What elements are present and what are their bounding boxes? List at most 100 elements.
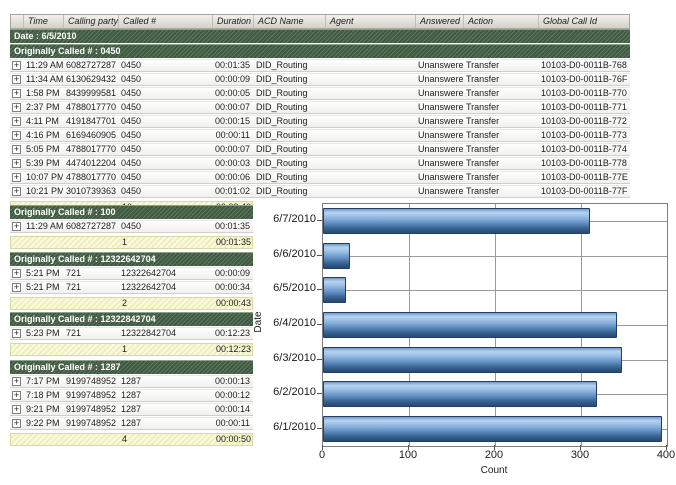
time-cell: 5:23 PM [23,328,63,339]
expand-cell: + [10,282,23,293]
answered-cell: Unanswered [415,102,463,113]
y-axis-tick [317,359,322,360]
acd-name-cell: DID_Routing [253,102,325,113]
global-call-id-cell: 10103-D0-0011B-76F [538,74,628,85]
expand-plus-icon[interactable]: + [12,159,21,168]
category-gridline [323,360,667,361]
action-cell: Transfer [463,186,538,197]
acd-name-cell: DID_Routing [253,60,325,71]
col-header-time: Time [24,15,64,28]
call-group-section: Originally Called # : 1287 +7:17 PM 919974… [10,360,253,446]
expand-plus-icon[interactable]: + [12,283,21,292]
x-axis-tick [322,445,323,450]
x-tick-label: 100 [388,449,428,461]
duration-cell: 00:00:03 [212,158,253,169]
summary-spacer [11,344,24,355]
expand-cell: + [10,418,23,429]
called-number-cell: 1287 [118,376,212,387]
time-cell: 7:17 PM [23,376,63,387]
table-row: +11:29 AM6082727287045000:01:35DID_Routi… [10,59,630,72]
x-tick-label: 0 [302,449,342,461]
summary-spacer [24,298,64,309]
call-detail-table: TimeCalling party #Called #DurationACD N… [10,14,630,214]
category-gridline [323,429,667,430]
expand-plus-icon[interactable]: + [12,131,21,140]
col-header-global-call-id: Global Call Id [539,15,629,28]
originally-called-band: Originally Called # : 0450 [10,44,630,58]
expand-plus-icon[interactable]: + [12,61,21,70]
calling-party-cell: 6169460905 [63,130,118,141]
called-number-cell: 0450 [118,144,212,155]
originally-called-band: Originally Called # : 12322642704 [10,252,253,266]
summary-total-duration: 00:12:23 [213,344,254,355]
expand-cell: + [10,88,23,99]
expand-plus-icon[interactable]: + [12,405,21,414]
expand-cell: + [10,172,23,183]
col-header-action: Action [464,15,539,28]
count-bar [323,243,350,269]
called-number-cell: 1287 [118,418,212,429]
calling-party-cell: 721 [63,268,118,279]
duration-cell: 00:01:35 [212,221,253,232]
group-summary-row: 100:12:23 [10,343,253,356]
called-number-cell: 0450 [118,74,212,85]
global-call-id-cell: 10103-D0-0011B-770 [538,88,628,99]
called-number-cell: 0450 [118,116,212,127]
col-header-acd-name: ACD Name [254,15,326,28]
global-call-id-cell: 10103-D0-0011B-77E [538,172,628,183]
expand-plus-icon[interactable]: + [12,103,21,112]
time-cell: 11:29 AM [23,60,63,71]
expand-cell: + [10,328,23,339]
count-bar [323,312,617,338]
answered-cell: Unanswered [415,88,463,99]
summary-call-count: 4 [119,434,213,445]
count-bar [323,277,346,303]
time-cell: 5:39 PM [23,158,63,169]
expand-plus-icon[interactable]: + [12,329,21,338]
expand-plus-icon[interactable]: + [12,75,21,84]
table-row: +5:39 PM4474012204045000:00:03DID_Routin… [10,157,630,170]
group-summary-row: 400:00:50 [10,433,253,446]
summary-call-count: 1 [119,344,213,355]
x-gridline [409,204,410,446]
calling-party-cell: 9199748952 [63,404,118,415]
calling-party-cell: 6082727287 [63,221,118,232]
answered-cell: Unanswered [415,158,463,169]
expand-plus-icon[interactable]: + [12,89,21,98]
expand-plus-icon[interactable]: + [12,117,21,126]
duration-cell: 00:01:02 [212,186,253,197]
expand-cell: + [10,268,23,279]
time-cell: 2:37 PM [23,102,63,113]
category-gridline [323,221,667,222]
expand-plus-icon[interactable]: + [12,222,21,231]
count-bar [323,347,622,373]
expand-plus-icon[interactable]: + [12,377,21,386]
count-bar [323,416,662,442]
table-row: +9:22 PM9199748952128700:00:11 [10,417,253,430]
action-cell: Transfer [463,88,538,99]
category-gridline [323,394,667,395]
answered-cell: Unanswered [415,116,463,127]
originally-called-band: Originally Called # : 100 [10,205,253,219]
action-cell: Transfer [463,130,538,141]
answered-cell: Unanswered [415,186,463,197]
originally-called-band: Originally Called # : 1287 [10,360,253,374]
y-axis-tick [317,220,322,221]
global-call-id-cell: 10103-D0-0011B-773 [538,130,628,141]
table-header-row: TimeCalling party #Called #DurationACD N… [10,14,630,29]
table-row: +11:34 AM6130629432045000:00:09DID_Routi… [10,73,630,86]
expand-plus-icon[interactable]: + [12,187,21,196]
called-number-cell: 0450 [118,130,212,141]
agent-cell [325,172,415,183]
expand-plus-icon[interactable]: + [12,173,21,182]
expand-cell: + [10,221,23,232]
expand-plus-icon[interactable]: + [12,419,21,428]
chart-x-axis-title: Count [322,465,666,476]
category-gridline [323,290,667,291]
expand-plus-icon[interactable]: + [12,269,21,278]
x-axis-tick [408,445,409,450]
duration-cell: 00:01:35 [212,60,253,71]
expand-plus-icon[interactable]: + [12,145,21,154]
expand-plus-icon[interactable]: + [12,391,21,400]
calling-party-cell: 721 [63,328,118,339]
